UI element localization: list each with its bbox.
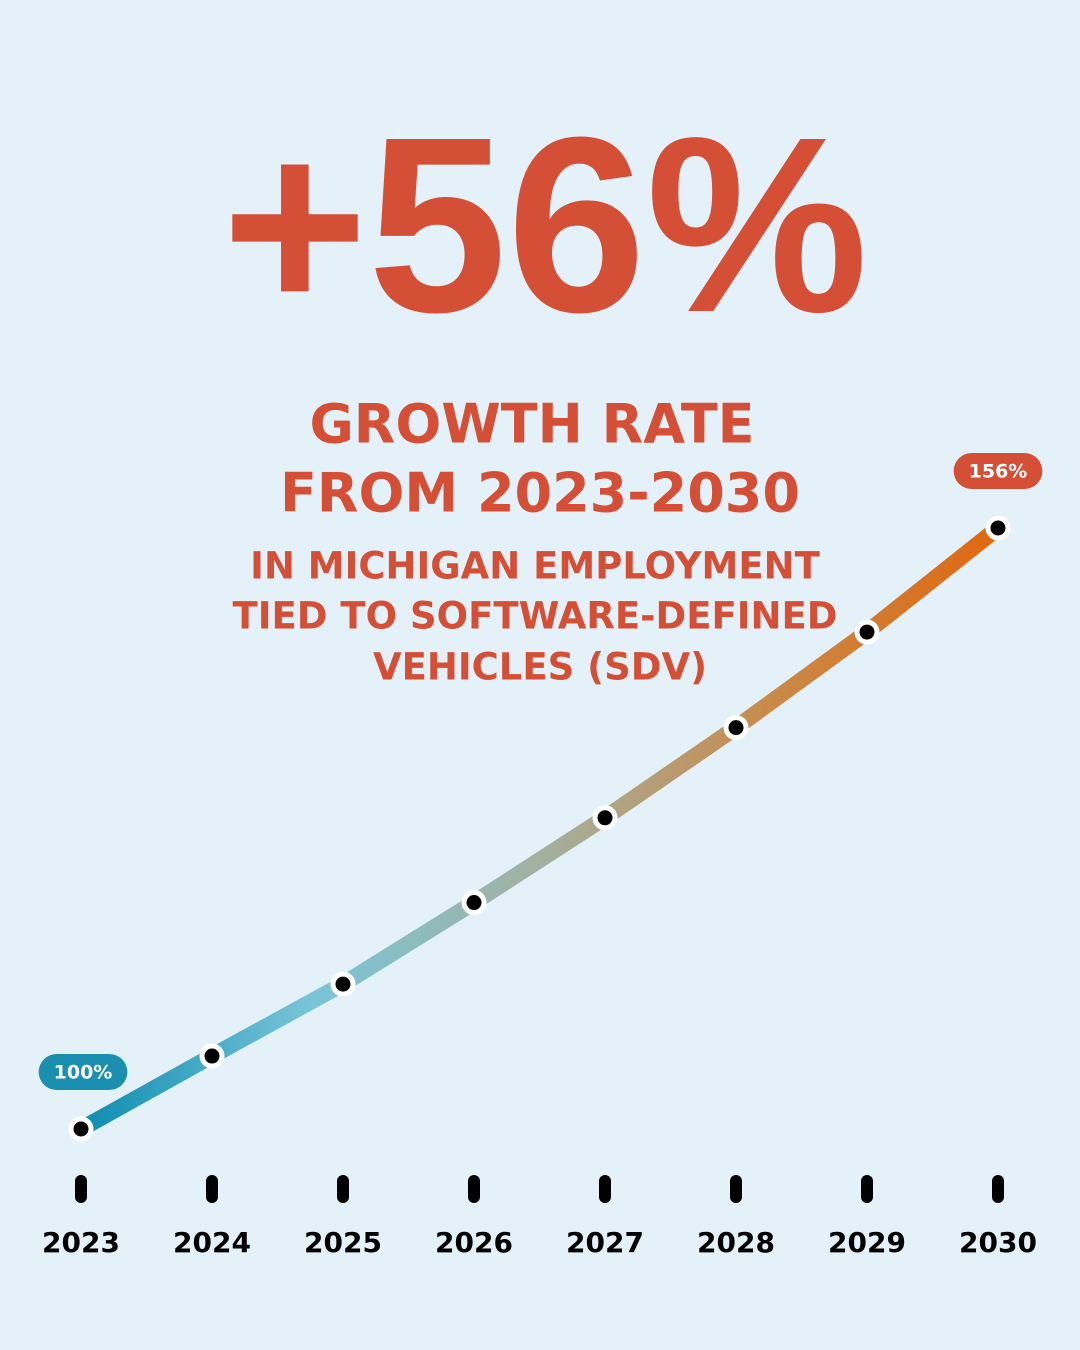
value-pill: 100% (38, 1054, 128, 1090)
value-label: 156% (969, 461, 1028, 483)
data-point (985, 515, 1011, 541)
headline: +56% (222, 85, 868, 364)
x-tick-label: 2027 (566, 1226, 644, 1259)
data-point (461, 890, 487, 916)
data-point (723, 715, 749, 741)
trend-line (77, 521, 1003, 1136)
x-tick-label: 2026 (435, 1226, 513, 1259)
caption-line: VEHICLES (SDV) (373, 646, 707, 689)
x-tick-label: 2024 (173, 1226, 251, 1259)
data-point (68, 1116, 94, 1142)
value-label: 100% (54, 1062, 113, 1084)
x-tick-label: 2025 (304, 1226, 382, 1259)
data-point (330, 971, 356, 997)
subtitle-line: FROM 2023-2030 (280, 462, 800, 525)
caption-line: TIED TO SOFTWARE-DEFINED (233, 595, 838, 638)
data-point (592, 805, 618, 831)
subtitle-line: GROWTH RATE (309, 393, 754, 456)
x-tick-label: 2029 (828, 1226, 906, 1259)
pill-background (38, 1054, 128, 1090)
x-tick-label: 2030 (959, 1226, 1037, 1259)
x-tick-label: 2028 (697, 1226, 775, 1259)
data-point (199, 1043, 225, 1069)
x-tick-label: 2023 (42, 1226, 120, 1259)
caption-line: IN MICHIGAN EMPLOYMENT (250, 545, 820, 588)
pill-background (953, 453, 1043, 489)
value-pill: 156% (953, 453, 1043, 489)
data-point (854, 619, 880, 645)
